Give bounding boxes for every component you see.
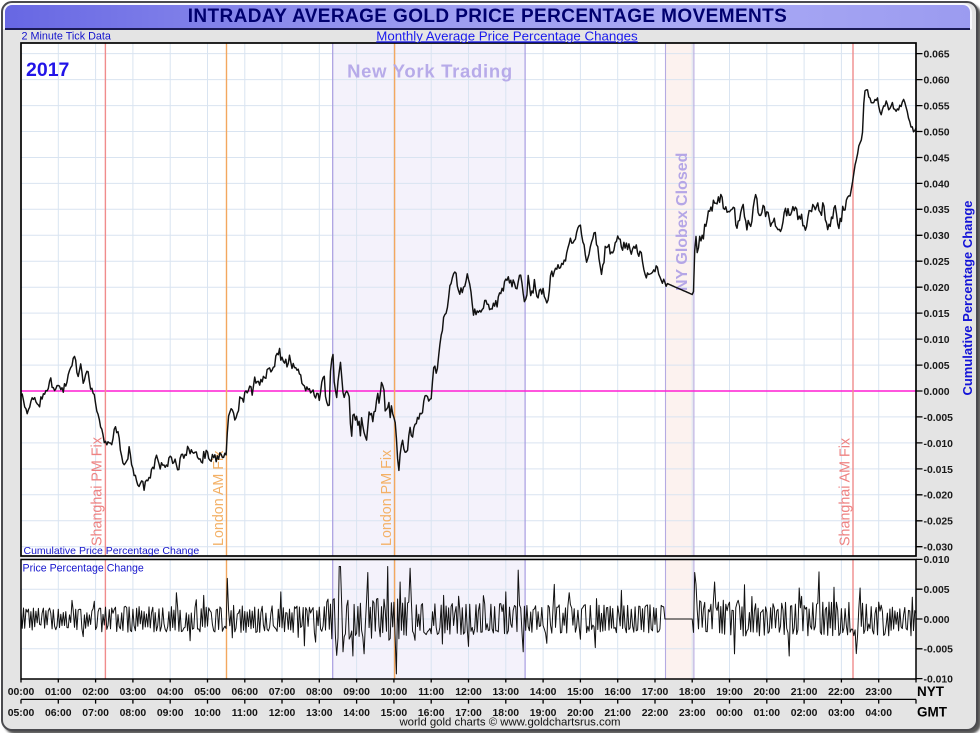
svg-text:05:00: 05:00 — [8, 708, 35, 719]
svg-text:10:00: 10:00 — [381, 687, 408, 698]
svg-text:0.045: 0.045 — [924, 153, 950, 164]
svg-text:14:00: 14:00 — [343, 708, 370, 719]
svg-text:04:00: 04:00 — [157, 687, 184, 698]
svg-text:18:00: 18:00 — [679, 687, 706, 698]
svg-text:0.050: 0.050 — [924, 127, 950, 138]
svg-text:12:00: 12:00 — [269, 708, 296, 719]
svg-text:12:00: 12:00 — [455, 687, 482, 698]
svg-text:09:00: 09:00 — [157, 708, 184, 719]
svg-text:Monthly Average Price Percenta: Monthly Average Price Percentage Changes — [376, 28, 638, 43]
svg-text:18:00: 18:00 — [493, 708, 520, 719]
svg-text:02:00: 02:00 — [791, 708, 818, 719]
svg-text:14:00: 14:00 — [530, 687, 557, 698]
svg-text:11:00: 11:00 — [418, 687, 444, 698]
svg-text:-0.020: -0.020 — [924, 491, 954, 502]
svg-text:0.010: 0.010 — [924, 335, 950, 346]
svg-text:15:00: 15:00 — [567, 687, 594, 698]
svg-text:0.000: 0.000 — [924, 387, 950, 398]
svg-text:-0.005: -0.005 — [924, 413, 954, 424]
svg-text:-0.030: -0.030 — [924, 543, 954, 554]
svg-text:GMT: GMT — [917, 704, 948, 719]
svg-text:05:00: 05:00 — [194, 687, 221, 698]
svg-text:23:00: 23:00 — [679, 708, 706, 719]
svg-text:-0.025: -0.025 — [924, 517, 954, 528]
svg-text:0.040: 0.040 — [924, 179, 950, 190]
svg-text:01:00: 01:00 — [45, 687, 72, 698]
svg-text:2017: 2017 — [26, 59, 69, 81]
svg-text:16:00: 16:00 — [418, 708, 445, 719]
svg-text:11:00: 11:00 — [232, 708, 258, 719]
svg-text:13:00: 13:00 — [306, 708, 333, 719]
svg-text:-0.005: -0.005 — [924, 645, 954, 656]
svg-text:2 Minute Tick Data: 2 Minute Tick Data — [22, 31, 111, 43]
svg-text:0.010: 0.010 — [924, 555, 950, 566]
svg-text:07:00: 07:00 — [82, 708, 109, 719]
svg-text:17:00: 17:00 — [455, 708, 482, 719]
svg-text:23:00: 23:00 — [865, 687, 892, 698]
svg-text:09:00: 09:00 — [343, 687, 370, 698]
svg-text:-0.015: -0.015 — [924, 465, 954, 476]
svg-text:20:00: 20:00 — [754, 687, 781, 698]
svg-text:0.035: 0.035 — [924, 205, 950, 216]
svg-text:03:00: 03:00 — [828, 708, 855, 719]
svg-text:08:00: 08:00 — [306, 687, 333, 698]
svg-text:Cumulative Percentage Change: Cumulative Percentage Change — [960, 200, 975, 395]
svg-text:17:00: 17:00 — [642, 687, 669, 698]
svg-text:0.005: 0.005 — [924, 361, 950, 372]
svg-text:0.065: 0.065 — [924, 50, 950, 61]
svg-text:Price Percentage Change: Price Percentage Change — [23, 563, 144, 575]
svg-text:01:00: 01:00 — [754, 708, 781, 719]
svg-text:00:00: 00:00 — [716, 708, 743, 719]
svg-text:0.030: 0.030 — [924, 231, 950, 242]
svg-text:06:00: 06:00 — [45, 708, 72, 719]
svg-text:13:00: 13:00 — [493, 687, 520, 698]
svg-text:03:00: 03:00 — [120, 687, 147, 698]
svg-text:15:00: 15:00 — [381, 708, 408, 719]
svg-text:07:00: 07:00 — [269, 687, 296, 698]
svg-text:0.055: 0.055 — [924, 102, 950, 113]
svg-text:10:00: 10:00 — [194, 708, 221, 719]
svg-text:02:00: 02:00 — [82, 687, 109, 698]
svg-text:19:00: 19:00 — [530, 708, 557, 719]
svg-text:London PM Fix: London PM Fix — [379, 450, 395, 546]
svg-text:22:00: 22:00 — [828, 687, 855, 698]
svg-text:Shanghai AM Fix: Shanghai AM Fix — [838, 438, 854, 546]
svg-text:NYT: NYT — [917, 684, 945, 699]
svg-text:New York Trading: New York Trading — [347, 61, 513, 82]
svg-text:21:00: 21:00 — [791, 687, 818, 698]
svg-text:Shanghai PM Fix: Shanghai PM Fix — [90, 437, 106, 546]
svg-text:0.025: 0.025 — [924, 257, 950, 268]
svg-text:0.005: 0.005 — [924, 585, 950, 596]
svg-text:0.060: 0.060 — [924, 76, 950, 87]
svg-text:22:00: 22:00 — [642, 708, 669, 719]
svg-text:0.000: 0.000 — [924, 615, 950, 626]
svg-text:NY Globex Closed: NY Globex Closed — [674, 153, 691, 291]
svg-text:London AM Fix: London AM Fix — [211, 451, 227, 546]
svg-text:16:00: 16:00 — [604, 687, 631, 698]
svg-text:Cumulative Price Percentage Ch: Cumulative Price Percentage Change — [24, 545, 200, 557]
svg-text:-0.010: -0.010 — [924, 675, 954, 686]
svg-text:08:00: 08:00 — [120, 708, 147, 719]
svg-text:00:00: 00:00 — [8, 687, 35, 698]
svg-text:21:00: 21:00 — [604, 708, 631, 719]
svg-text:06:00: 06:00 — [232, 687, 259, 698]
svg-text:19:00: 19:00 — [716, 687, 743, 698]
svg-text:0.020: 0.020 — [924, 283, 950, 294]
svg-text:04:00: 04:00 — [865, 708, 892, 719]
svg-text:20:00: 20:00 — [567, 708, 594, 719]
svg-text:0.015: 0.015 — [924, 309, 950, 320]
svg-text:world gold charts © www.goldch: world gold charts © www.goldchartsrus.co… — [398, 717, 620, 729]
svg-text:-0.010: -0.010 — [924, 439, 954, 450]
